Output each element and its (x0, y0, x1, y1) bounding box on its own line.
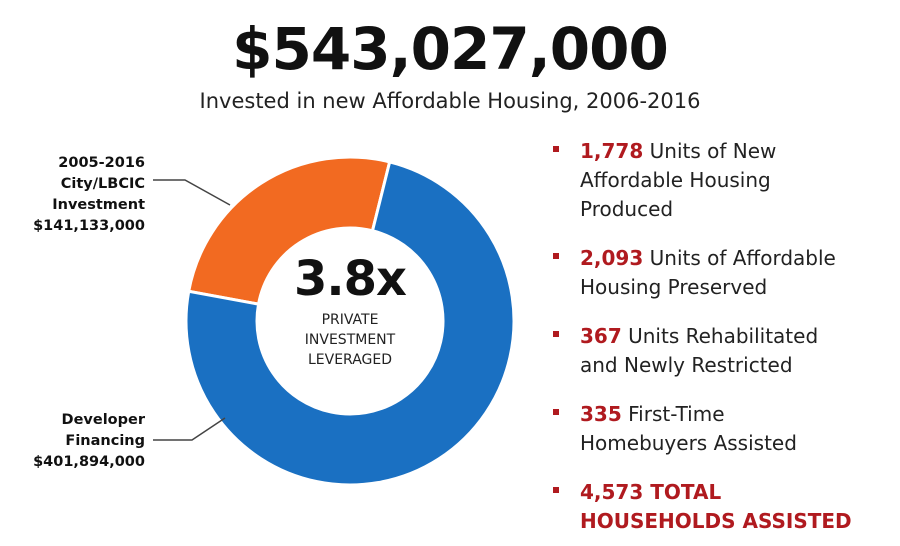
stat-text: and Newly Restricted (580, 353, 793, 377)
bullet-square-icon (553, 409, 559, 415)
slice-label-city-investment: 2005-2016 City/LBCIC Investment $141,133… (33, 153, 145, 237)
leverage-caption-line: LEVERAGED (307, 352, 393, 368)
stat-text: Units Rehabilitated (628, 324, 819, 348)
bullet-square-icon (553, 487, 559, 493)
stat-units-preserved: 2,093 Units of Affordable Housing Preser… (550, 244, 890, 302)
leverage-ratio: 3.8x (294, 251, 407, 307)
stat-number: 367 (580, 324, 622, 348)
stat-text: Homebuyers Assisted (580, 431, 797, 455)
stat-total-households: 4,573 TOTAL HOUSEHOLDS ASSISTED (550, 478, 890, 536)
slice-label-line: Investment (52, 197, 145, 213)
stat-text: Units of Affordable (649, 246, 836, 270)
donut-slice-city-investment (186, 155, 392, 306)
leverage-caption-line: PRIVATE (321, 312, 379, 328)
stat-number: 335 (580, 402, 622, 426)
slice-label-line: Developer (61, 412, 145, 428)
stat-units-rehabilitated: 367 Units Rehabilitated and Newly Restri… (550, 322, 890, 380)
stat-number: 2,093 (580, 246, 644, 270)
slice-label-line: 2005-2016 (58, 155, 145, 171)
stats-list: 1,778 Units of New Affordable Housing Pr… (550, 137, 890, 536)
leader-line-city (153, 179, 231, 206)
slice-label-value: $401,894,000 (33, 454, 145, 470)
stat-text: Units of New (649, 139, 777, 163)
stat-text: First-Time (628, 402, 725, 426)
stat-number: 1,778 (580, 139, 644, 163)
slice-label-line: Financing (65, 433, 145, 449)
bullet-square-icon (553, 253, 559, 259)
stat-number: 4,573 (580, 480, 644, 504)
leader-line-developer (153, 417, 226, 441)
stat-homebuyers-assisted: 335 First-Time Homebuyers Assisted (550, 400, 890, 458)
leverage-caption: PRIVATE INVESTMENT LEVERAGED (270, 310, 430, 370)
stat-text: Produced (580, 197, 674, 221)
slice-label-developer-financing: Developer Financing $401,894,000 (33, 410, 145, 473)
headline-subtitle: Invested in new Affordable Housing, 2006… (199, 89, 701, 113)
bullet-square-icon (553, 331, 559, 337)
bullet-square-icon (553, 146, 559, 152)
slice-label-value: $141,133,000 (33, 218, 145, 234)
stat-text: Affordable Housing (580, 168, 771, 192)
stat-units-produced: 1,778 Units of New Affordable Housing Pr… (550, 137, 890, 224)
headline-total: $543,027,000 (232, 15, 669, 83)
leverage-caption-line: INVESTMENT (304, 332, 396, 348)
stat-text: HOUSEHOLDS ASSISTED (580, 509, 852, 533)
donut-slice-developer-financing (184, 160, 516, 487)
stat-text: Housing Preserved (580, 275, 768, 299)
slice-label-line: City/LBCIC (60, 176, 145, 192)
stat-text: TOTAL (650, 480, 722, 504)
